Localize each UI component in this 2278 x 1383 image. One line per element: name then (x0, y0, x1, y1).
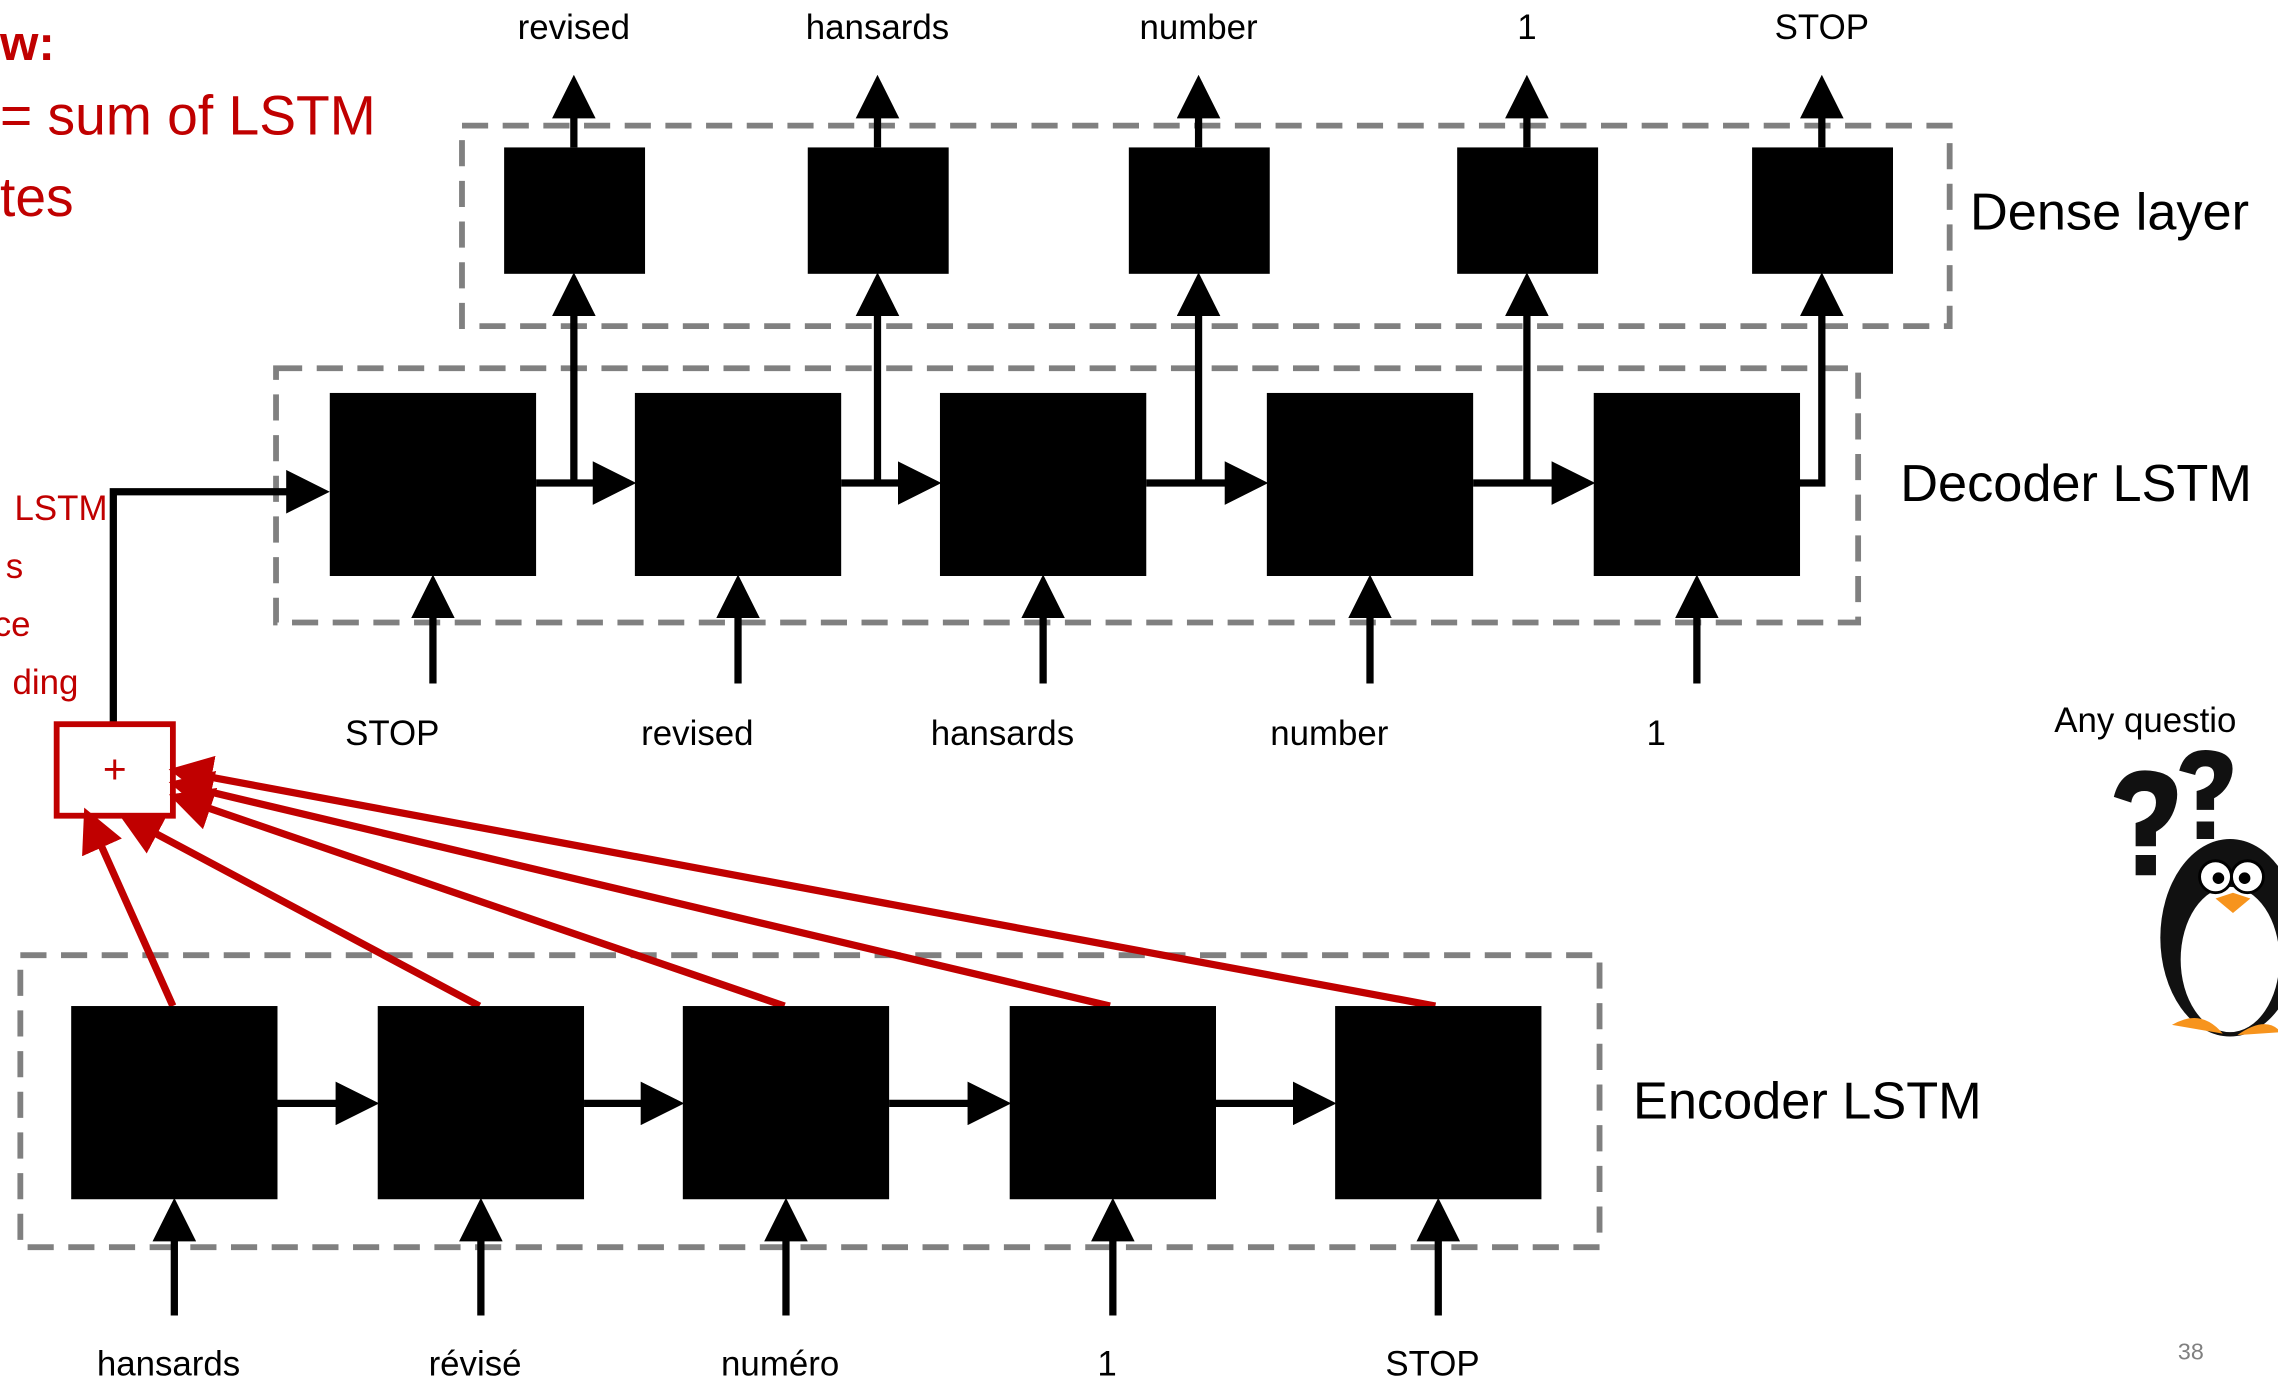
dense-cell (1129, 147, 1270, 273)
output-word: hansards (806, 8, 949, 47)
encoder-cell (71, 1006, 277, 1199)
encoder-cell (1010, 1006, 1216, 1199)
attention-arrow (87, 814, 173, 1006)
encoder-cell (378, 1006, 584, 1199)
decoder-input: STOP (345, 714, 439, 753)
encoder-label: Encoder LSTM (1633, 1073, 1982, 1131)
attention-arrow (176, 771, 1436, 1006)
decoder-cell (1594, 393, 1800, 576)
dense-cell (1457, 147, 1598, 273)
decoder-cell (635, 393, 841, 576)
output-word: 1 (1517, 8, 1536, 47)
decoder-label: Decoder LSTM (1900, 455, 2252, 513)
encoder-input: STOP (1385, 1345, 1479, 1383)
page: {"left_note":{"heading":"w:","lines":["=… (0, 0, 2278, 1383)
encoder-input: 1 (1097, 1345, 1116, 1383)
decoder-input: 1 (1647, 714, 1666, 753)
decoder-cell (1267, 393, 1473, 576)
dense-cell (808, 147, 949, 273)
note-line: tes (0, 166, 74, 228)
encoder-cell (683, 1006, 889, 1199)
page-number: 38 (2178, 1338, 2204, 1364)
side-note: ce (0, 605, 31, 644)
encoder-input: révisé (429, 1345, 522, 1383)
dense-input-arrow (1799, 280, 1822, 483)
side-note: ding (13, 663, 79, 702)
encoder-input: numéro (721, 1345, 839, 1383)
note-line: = sum of LSTM (0, 84, 376, 146)
dense-label: Dense layer (1970, 184, 2249, 242)
sum-sign: + (103, 746, 127, 792)
output-word: STOP (1775, 8, 1869, 47)
questions: Any questio (2054, 701, 2236, 740)
decoder-cell (330, 393, 536, 576)
decoder-input: revised (641, 714, 753, 753)
decoder-input: number (1270, 714, 1389, 753)
penguin (2114, 750, 2278, 1037)
encoder-cell (1335, 1006, 1541, 1199)
output-word: revised (518, 8, 630, 47)
dense-cell (1752, 147, 1893, 273)
attention-arrow (176, 784, 1110, 1006)
note-heading: w: (0, 16, 55, 71)
dense-cell (504, 147, 645, 273)
context-arrow (113, 492, 322, 724)
slide: w: = sum of LSTM tes LSTM s ce ding Dens… (0, 0, 2278, 1383)
side-note: s (6, 547, 23, 586)
decoder-cell (940, 393, 1146, 576)
encoder-input: hansards (97, 1345, 240, 1383)
output-word: number (1139, 8, 1258, 47)
decoder-input: hansards (931, 714, 1074, 753)
side-note: LSTM (15, 489, 108, 528)
